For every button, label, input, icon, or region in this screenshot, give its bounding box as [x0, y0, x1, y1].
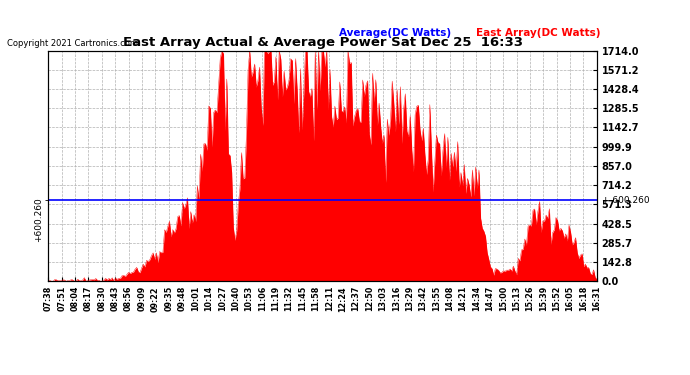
Text: East Array(DC Watts): East Array(DC Watts) [476, 28, 601, 38]
Text: + 600.260: + 600.260 [602, 196, 650, 205]
Title: East Array Actual & Average Power Sat Dec 25  16:33: East Array Actual & Average Power Sat De… [123, 36, 522, 50]
Text: Copyright 2021 Cartronics.com: Copyright 2021 Cartronics.com [7, 39, 138, 48]
Text: Average(DC Watts): Average(DC Watts) [339, 28, 451, 38]
